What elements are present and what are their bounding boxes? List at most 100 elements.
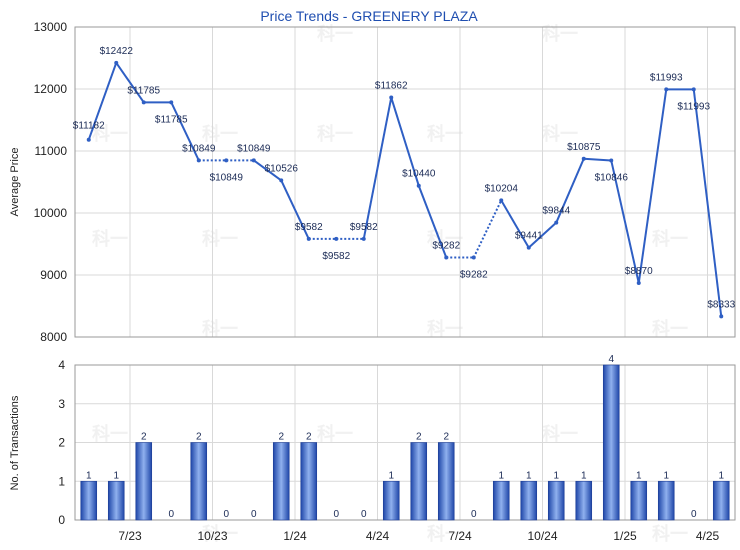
price-line-segment — [637, 89, 668, 284]
watermark-text: 科一 — [427, 523, 463, 545]
price-data-label: $9582 — [322, 251, 350, 262]
transactions-count-label: 2 — [416, 432, 422, 443]
price-data-label: $9582 — [295, 222, 323, 233]
price-data-label: $10849 — [237, 143, 271, 154]
transactions-x-tick-label: 7/24 — [448, 529, 472, 543]
price-data-label: $9844 — [542, 206, 570, 217]
price-y-tick-label: 11000 — [35, 144, 68, 158]
price-line-segment — [555, 158, 585, 224]
transactions-count-label: 0 — [333, 509, 339, 520]
transactions-bar — [657, 480, 675, 521]
transactions-count-label: 0 — [251, 509, 257, 520]
transactions-count-label: 0 — [471, 509, 477, 520]
transactions-count-label: 2 — [278, 432, 284, 443]
transactions-y-tick-label: 1 — [58, 474, 65, 488]
transactions-count-label: 1 — [86, 470, 92, 481]
transactions-count-label: 4 — [608, 354, 614, 365]
price-point — [609, 158, 614, 163]
transactions-x-tick-label: 1/25 — [613, 529, 637, 543]
watermark-text: 科一 — [427, 318, 463, 340]
watermark-text: 科一 — [427, 123, 463, 145]
price-point — [691, 87, 696, 92]
transactions-plot-frame — [74, 364, 736, 521]
price-plot-frame — [74, 26, 736, 338]
transactions-x-tick-label: 10/24 — [527, 529, 557, 543]
price-line-segment — [417, 185, 448, 258]
price-data-labels: $11182 $12422 $11785 $11785 $10849 $10849 $108… — [73, 46, 736, 311]
price-data-label: $9582 — [350, 222, 378, 233]
price-point — [416, 183, 421, 188]
watermark-text: 科一 — [317, 423, 353, 445]
price-point — [224, 158, 229, 163]
price-y-tick-label: 9000 — [40, 268, 67, 282]
transactions-x-tick-label: 4/24 — [366, 529, 390, 543]
watermark-text: 科一 — [542, 423, 578, 445]
price-point — [141, 100, 146, 105]
transactions-y-tick-label: 0 — [58, 513, 65, 527]
price-point — [361, 236, 366, 241]
price-data-label: $8870 — [625, 266, 653, 277]
price-data-label: $11785 — [127, 85, 160, 96]
price-grid — [75, 26, 735, 338]
transactions-x-tick-label: 1/24 — [283, 529, 307, 543]
price-point — [554, 220, 559, 225]
price-point — [169, 100, 174, 105]
price-data-label: $11785 — [155, 114, 188, 125]
watermark-text: 科一 — [542, 123, 578, 145]
transactions-count-label: 1 — [663, 470, 669, 481]
transactions-bar — [630, 480, 648, 521]
transactions-bar — [520, 480, 538, 521]
price-line-segment — [390, 97, 420, 187]
price-data-label: $10526 — [265, 163, 299, 174]
chart-title: Price Trends - GREENERY PLAZA — [260, 8, 478, 24]
transactions-count-label: 1 — [553, 470, 559, 481]
watermark-text: 科一 — [202, 523, 238, 545]
price-point — [526, 245, 531, 250]
transactions-count-label: 2 — [196, 432, 202, 443]
price-line-segment — [472, 199, 503, 258]
transactions-bar — [575, 480, 593, 521]
watermark-text: 科一 — [92, 228, 128, 250]
price-line-segment — [115, 62, 145, 103]
price-line-segment — [500, 199, 530, 249]
transactions-bar — [410, 442, 428, 521]
transactions-x-tick-label: 7/23 — [118, 529, 142, 543]
transactions-x-tick-label: 10/23 — [197, 529, 227, 543]
transactions-bar — [272, 442, 290, 521]
transactions-count-label: 1 — [498, 470, 504, 481]
price-point — [664, 87, 669, 92]
price-y-ticks: 8000 9000 10000 11000 12000 13000 — [34, 20, 68, 344]
transactions-count-label: 0 — [691, 509, 697, 520]
watermark-text: 科一 — [202, 318, 238, 340]
price-point — [499, 198, 504, 203]
price-y-tick-label: 13000 — [34, 20, 68, 34]
price-data-label: $11182 — [73, 121, 105, 132]
price-data-label: $11993 — [650, 72, 683, 83]
price-data-label: $10440 — [402, 169, 436, 180]
transactions-bar — [300, 442, 318, 521]
price-y-tick-label: 8000 — [40, 330, 67, 344]
price-point — [719, 314, 724, 319]
watermark-text: 科一 — [652, 228, 688, 250]
price-point — [114, 60, 119, 65]
transactions-bar — [602, 364, 620, 521]
transactions-bar — [80, 480, 98, 521]
watermark-text: 科一 — [202, 228, 238, 250]
price-y-axis-label: Average Price — [9, 148, 21, 217]
price-point — [279, 178, 284, 183]
price-point — [581, 156, 586, 161]
watermark-text: 科一 — [317, 123, 353, 145]
price-point — [471, 255, 476, 260]
price-data-label: $11993 — [677, 101, 710, 112]
transactions-bar — [437, 442, 455, 521]
price-data-label: $9282 — [432, 241, 460, 252]
transactions-y-tick-label: 3 — [58, 397, 65, 411]
price-point — [251, 158, 256, 163]
transactions-x-tick-label: 4/25 — [696, 529, 720, 543]
price-line-segment — [87, 62, 118, 141]
price-data-label: $11862 — [375, 81, 408, 92]
price-data-label: $10204 — [485, 183, 519, 194]
transactions-y-ticks: 0 1 2 3 4 — [58, 358, 65, 527]
price-data-label: $10849 — [210, 172, 244, 183]
price-point — [196, 158, 201, 163]
